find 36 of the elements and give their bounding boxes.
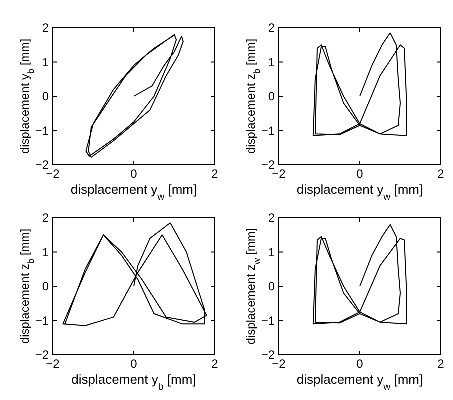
y-tick-label: −2 [261,158,276,172]
y-tick-label: 2 [268,211,276,225]
y-tick-label: −1 [261,124,276,138]
y-tick-label: 1 [42,245,50,260]
y-tick-label: 1 [42,55,50,70]
x-axis-title: displacement y$_{w}$ [mm] [296,372,424,392]
x-tick-label: 0 [356,167,364,181]
y-tick-label: 0 [268,280,276,294]
y-tick-label: −2 [35,348,50,362]
y-tick-label: 1 [268,55,276,70]
x-tick-label: 0 [356,357,364,371]
y-tick-label: 2 [42,21,50,35]
y-tick-label: 0 [42,280,50,294]
y-tick-label: 1 [268,245,276,260]
y-tick-label: 2 [42,211,50,225]
line-series [62,222,208,326]
x-axis-title: displacement y$_{w}$ [mm] [296,182,424,202]
x-tick-label: 0 [130,167,138,181]
x-tick-label: 2 [438,167,445,181]
y-tick-label: −1 [261,314,276,328]
x-axis-title: displacement y$_{b}$ [mm] [72,372,196,392]
line-series [312,32,408,136]
x-tick-label: 2 [438,357,445,371]
x-tick-label: 2 [212,357,219,371]
line-series [312,224,408,325]
x-tick-label: 2 [212,167,219,181]
x-axis-title: displacement y$_{w}$ [mm] [70,182,198,202]
y-tick-label: 0 [268,90,276,104]
line-series [86,34,184,158]
y-tick-label: 0 [42,90,50,104]
x-tick-label: 0 [130,357,138,371]
y-tick-label: −2 [35,158,50,172]
y-tick-label: −1 [35,124,50,138]
y-tick-label: −2 [261,348,276,362]
y-tick-label: 2 [268,21,276,35]
y-tick-label: −1 [35,314,50,328]
